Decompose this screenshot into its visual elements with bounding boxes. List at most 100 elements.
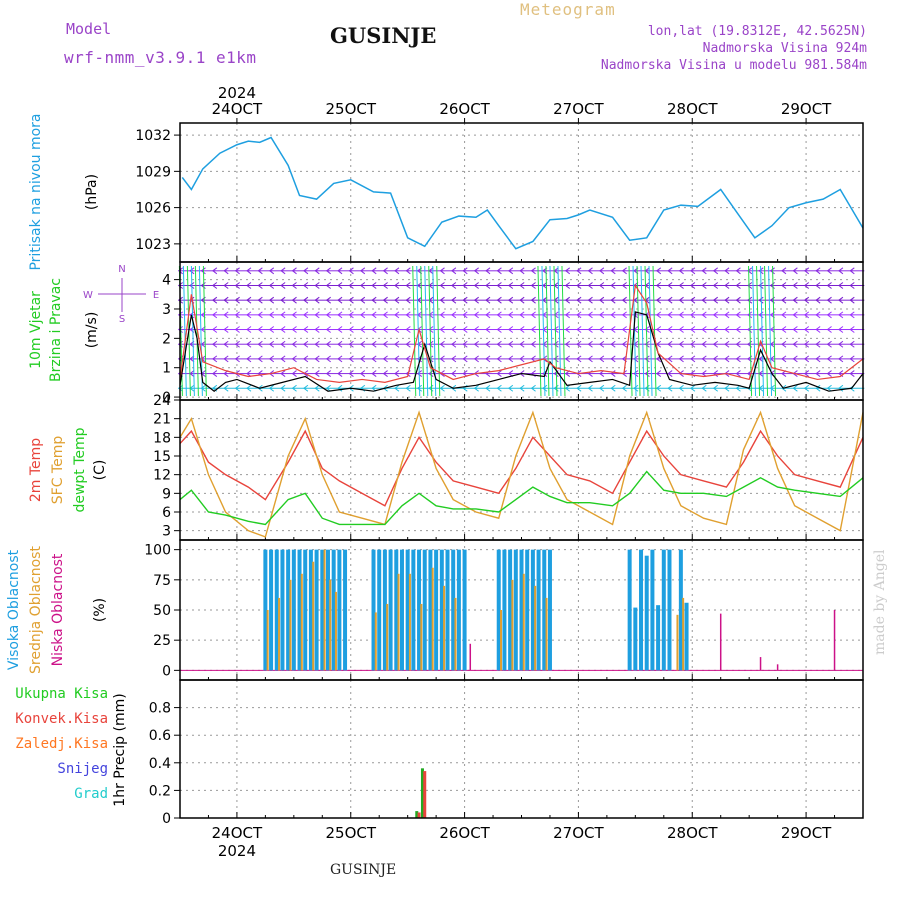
wind-arrowhead — [223, 384, 229, 392]
wind-arrowhead — [826, 311, 832, 319]
wind-arrowhead — [610, 355, 616, 363]
wind-arrowhead — [655, 326, 662, 333]
wind-arrowhead — [747, 282, 753, 289]
wind-arrowhead — [838, 311, 844, 319]
wind-arrowhead — [303, 340, 309, 348]
wind-arrowhead — [701, 267, 707, 275]
wind-arrowhead — [815, 326, 821, 333]
wind-arrowhead — [507, 326, 514, 333]
wind-arrowhead — [667, 311, 673, 319]
wind-arrowhead — [587, 355, 593, 363]
top-x-tick-label: 27OCT — [553, 100, 604, 118]
wind-arrowhead — [564, 340, 571, 348]
wind-arrowhead — [564, 296, 571, 304]
wind-arrowhead — [394, 340, 400, 348]
wind-arrowhead — [507, 384, 514, 392]
wind-arrowhead — [382, 296, 388, 304]
wind-arrowhead — [564, 282, 571, 289]
wind-arrowhead — [519, 267, 525, 275]
wind-arrowhead — [371, 370, 377, 377]
top-year-label: 2024 — [218, 84, 256, 102]
wind-arrowhead — [769, 326, 775, 333]
cloud-bar — [334, 591, 337, 671]
wind-burst — [194, 265, 199, 397]
wind-arrowhead — [781, 311, 787, 319]
wind-arrowhead — [712, 326, 719, 333]
y-tick-label: 18 — [153, 430, 171, 446]
wind-arrowhead — [246, 326, 252, 333]
wind-arrowhead — [781, 296, 787, 304]
cloud-bar — [469, 643, 472, 671]
wind-arrowhead — [280, 267, 286, 275]
cloud-bar — [627, 549, 632, 671]
wind-arrowhead — [599, 340, 605, 348]
cloud-bar — [719, 613, 722, 671]
cloud-bar — [639, 549, 644, 671]
wind-arrowhead — [462, 355, 468, 363]
wind-arrowhead — [826, 355, 832, 363]
precip-bar — [415, 811, 419, 818]
wind-arrowhead — [405, 282, 411, 289]
wind-arrowhead — [246, 384, 252, 392]
wind-arrowhead — [849, 267, 855, 275]
wind-arrowhead — [610, 326, 616, 333]
wind-arrowhead — [394, 370, 400, 377]
dewpt-axis-label: dewpt Temp — [72, 427, 88, 512]
cloud-bar — [263, 549, 268, 671]
wind-arrowhead — [439, 384, 445, 392]
precip-axis-label: 1hr Precip (mm) — [112, 693, 128, 806]
wind-arrowhead — [223, 355, 229, 363]
wind-burst — [644, 265, 649, 397]
wind-arrowhead — [257, 340, 263, 348]
wind-arrowhead — [564, 311, 571, 319]
wind-arrowhead — [747, 267, 753, 275]
top-x-tick-label: 29OCT — [781, 100, 832, 118]
wind-arrowhead — [325, 384, 331, 392]
wind-arrowhead — [405, 355, 411, 363]
wind-arrowhead — [200, 267, 206, 275]
wind-arrowhead — [462, 282, 468, 289]
wind-arrowhead — [667, 370, 673, 377]
wind-arrowhead — [462, 311, 468, 319]
wind-arrowhead — [268, 311, 275, 319]
wind-arrowhead — [394, 296, 400, 304]
wind-burst — [436, 265, 441, 397]
wind-arrowhead — [507, 311, 514, 319]
wind-arrowhead — [803, 384, 810, 392]
wind-arrowhead — [246, 340, 252, 348]
wind-arrowhead — [451, 282, 457, 289]
wind-arrowhead — [348, 296, 354, 304]
cloud-bar — [269, 549, 274, 671]
legend-hail: Grad — [74, 786, 108, 802]
wind-arrowhead — [838, 282, 844, 289]
temp-line — [179, 410, 864, 538]
cloud-bar — [431, 567, 434, 671]
wind-arrowhead — [405, 340, 411, 348]
cloud-bar — [508, 549, 513, 671]
wind-burst — [182, 265, 187, 397]
wind-arrowhead — [724, 311, 730, 319]
cloud-bar — [500, 610, 503, 671]
y-tick-label: 75 — [153, 573, 171, 589]
wind-arrowhead — [781, 282, 787, 289]
wind-arrowhead — [439, 355, 445, 363]
wind-arrowhead — [416, 340, 423, 348]
cloud-bar — [633, 607, 638, 671]
wind-arrowhead — [792, 326, 798, 333]
y-tick-label: 3 — [162, 524, 171, 540]
wind-arrowhead — [519, 326, 525, 333]
wind-arrowhead — [359, 282, 366, 289]
wind-arrowhead — [473, 267, 479, 275]
wind-arrowhead — [359, 340, 366, 348]
cloud-bar — [667, 549, 672, 671]
cloud-bar — [303, 549, 308, 671]
wind-arrowhead — [815, 282, 821, 289]
wind-arrowhead — [747, 311, 753, 319]
wind-arrowhead — [291, 326, 297, 333]
wind-arrowhead — [394, 267, 400, 275]
wind-arrowhead — [325, 311, 331, 319]
wind-arrowhead — [507, 296, 514, 304]
wind-arrowhead — [496, 296, 502, 304]
wind-arrowhead — [633, 370, 639, 377]
wind-arrowhead — [507, 355, 514, 363]
